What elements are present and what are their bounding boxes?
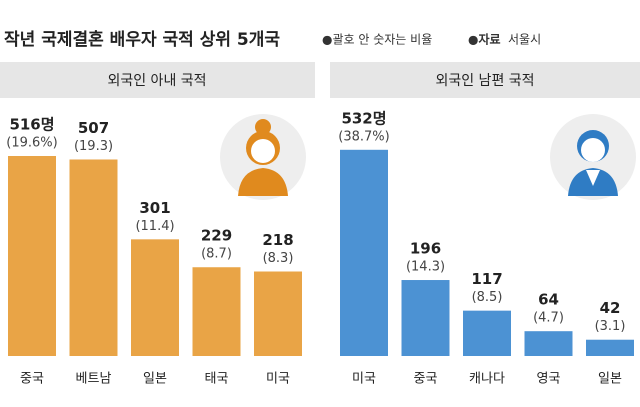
value-label: 229 [201, 227, 232, 245]
panel-header [330, 62, 640, 98]
category-label: 중국 [414, 372, 438, 387]
category-label: 일본 [143, 372, 167, 387]
source-label: ●자료 [468, 32, 501, 47]
bar [463, 310, 511, 356]
value-label: 64 [538, 291, 559, 309]
share-label: (11.4) [135, 219, 174, 234]
share-label: (8.5) [472, 290, 503, 305]
share-label: (19.3) [74, 139, 113, 154]
bar [401, 280, 450, 356]
bar [340, 149, 388, 356]
panel-title: 외국인 남편 국적 [435, 73, 534, 89]
category-label: 영국 [537, 372, 561, 387]
share-label: (8.7) [201, 247, 232, 262]
value-label: 218 [262, 231, 293, 249]
category-label: 캐나다 [469, 372, 505, 387]
source-value: 서울시 [508, 33, 541, 47]
category-label: 베트남 [76, 372, 112, 387]
bar [192, 267, 241, 356]
category-label: 일본 [598, 372, 622, 387]
value-label: 42 [600, 299, 621, 317]
value-label: 507 [78, 119, 109, 137]
value-label: 117 [471, 270, 502, 288]
share-label: (19.6%) [6, 136, 57, 151]
value-label: 516명 [9, 116, 54, 134]
share-label: (3.1) [595, 319, 626, 334]
value-label: 301 [139, 199, 170, 217]
bar [69, 159, 118, 356]
share-label: (8.3) [263, 251, 294, 266]
bar [8, 156, 56, 356]
category-label: 태국 [205, 372, 229, 387]
category-label: 미국 [266, 372, 290, 387]
share-label: (14.3) [406, 260, 445, 275]
note: ●괄호 안 숫자는 비율 [322, 33, 432, 47]
bar [586, 339, 634, 356]
bar [254, 271, 302, 356]
page-title: 작년 국제결혼 배우자 국적 상위 5개국 [4, 29, 280, 50]
category-label: 미국 [352, 372, 376, 387]
value-label: 196 [410, 240, 441, 258]
panel-header [0, 62, 315, 98]
share-label: (4.7) [533, 311, 564, 326]
woman-icon [220, 114, 306, 200]
bar [131, 239, 179, 356]
category-label: 중국 [20, 372, 44, 387]
value-label: 532명 [341, 109, 386, 127]
bar [524, 331, 573, 356]
panel-title: 외국인 아내 국적 [107, 73, 206, 89]
man-icon [550, 114, 636, 200]
share-label: (38.7%) [338, 129, 389, 144]
